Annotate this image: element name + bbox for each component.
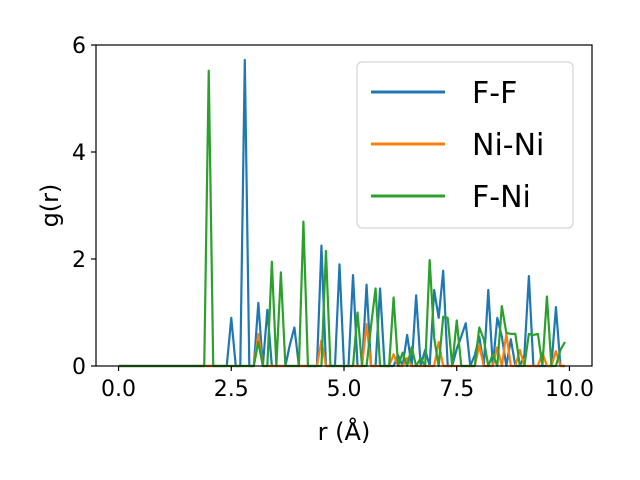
x-tick-label: 0.0 <box>101 377 136 402</box>
legend-label-ni-ni: Ni-Ni <box>472 128 544 163</box>
y-tick-label: 6 <box>72 34 86 59</box>
x-tick-label: 2.5 <box>214 377 249 402</box>
y-axis-label: g(r) <box>36 184 64 228</box>
legend-box <box>356 61 574 229</box>
legend-label-f-ni: F-Ni <box>472 180 531 215</box>
x-axis-label: r (Å) <box>318 417 371 446</box>
axes-layer: 0.0 2.5 5.0 7.5 10.0 0 2 4 6 r (Å) g(r) <box>36 34 594 446</box>
x-tick-label: 7.5 <box>439 377 474 402</box>
x-tick-label: 5.0 <box>327 377 362 402</box>
y-tick-label: 4 <box>72 141 86 166</box>
y-tick-label: 2 <box>72 248 86 273</box>
x-tick-label: 10.0 <box>545 377 594 402</box>
y-tick-label: 0 <box>72 355 86 380</box>
legend: F-F Ni-Ni F-Ni <box>356 61 574 229</box>
legend-label-f-f: F-F <box>472 76 517 111</box>
